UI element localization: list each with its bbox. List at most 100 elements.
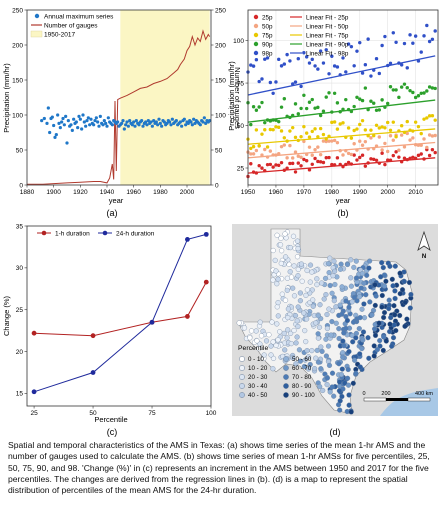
percentile-point-50p bbox=[391, 138, 395, 142]
gauge-dot bbox=[337, 266, 343, 272]
percentile-point-25p bbox=[304, 159, 309, 163]
gauge-dot bbox=[291, 263, 297, 269]
x-tick-label: 2000 bbox=[180, 189, 195, 196]
gauge-dot bbox=[345, 382, 352, 388]
percentile-point-90p bbox=[391, 88, 395, 92]
percentile-point-50p bbox=[380, 148, 384, 152]
percentile-point-90p bbox=[397, 95, 401, 100]
gauge-dot bbox=[340, 338, 346, 344]
percentile-point-90p bbox=[260, 100, 264, 105]
percentile-point-50p bbox=[402, 145, 407, 149]
panel-c-label: (c) bbox=[107, 427, 118, 437]
percentile-point-90p bbox=[282, 97, 287, 101]
change-point-1h bbox=[185, 314, 190, 319]
gauge-dot bbox=[359, 346, 365, 352]
percentile-point-75p bbox=[380, 125, 384, 129]
percentile-point-90p bbox=[405, 85, 409, 90]
gauge-dot bbox=[346, 402, 352, 408]
panel-d: N 0 200 400 km Percentile 0 - 10 10 - 20 2… bbox=[232, 224, 438, 437]
percentile-point-50p bbox=[302, 139, 306, 144]
ams-point bbox=[85, 119, 89, 123]
gauge-dot bbox=[332, 281, 338, 288]
percentile-point-75p bbox=[260, 132, 264, 136]
percentile-point-98p bbox=[352, 64, 356, 68]
gauge-dot bbox=[377, 343, 383, 349]
x-tick-label: 50 bbox=[89, 410, 97, 417]
gauge-dot bbox=[339, 284, 345, 290]
percentile-point-90p bbox=[249, 122, 253, 127]
percentile-point-90p bbox=[310, 97, 314, 102]
gauge-dot bbox=[359, 271, 365, 277]
legend-marker-1h bbox=[41, 230, 47, 236]
percentile-point-75p bbox=[291, 125, 295, 130]
ams-point bbox=[160, 124, 164, 128]
percentile-point-98p bbox=[274, 80, 278, 84]
gauge-dot bbox=[315, 313, 321, 319]
gauge-dot bbox=[324, 311, 330, 318]
percentile-point-98p bbox=[263, 57, 267, 61]
percentile-point-50p bbox=[346, 151, 351, 156]
percentile-point-98p bbox=[405, 66, 409, 70]
percentile-point-25p bbox=[427, 153, 432, 158]
ams-point bbox=[89, 117, 93, 121]
y-tick-label: 75 bbox=[237, 80, 245, 87]
gauge-dot bbox=[315, 331, 321, 337]
gauge-dot bbox=[268, 352, 274, 358]
percentile-point-75p bbox=[358, 122, 362, 127]
percentile-point-50p bbox=[310, 153, 314, 157]
panel-c-xlabel: Percentile bbox=[94, 415, 127, 424]
panel-b-frame bbox=[247, 9, 439, 186]
gauge-dot bbox=[374, 347, 380, 353]
ams-point bbox=[149, 120, 153, 124]
percentile-point-25p bbox=[296, 161, 300, 165]
ams-point bbox=[150, 124, 154, 128]
percentile-point-98p bbox=[374, 57, 379, 61]
gauge-dot bbox=[390, 335, 397, 341]
percentile-point-25p bbox=[288, 161, 292, 166]
gauge-dot bbox=[236, 320, 242, 326]
gauge-dot bbox=[327, 389, 333, 395]
percentile-point-90p bbox=[335, 101, 340, 105]
legend-class-label: 10 - 20 bbox=[248, 365, 268, 372]
percentile-point-90p bbox=[352, 104, 356, 109]
percentile-point-25p bbox=[369, 157, 373, 161]
percentile-point-90p bbox=[408, 88, 412, 93]
percentile-point-50p bbox=[288, 143, 292, 148]
percentile-point-25p bbox=[380, 151, 384, 155]
gauge-dot bbox=[306, 354, 312, 360]
change-point-24h bbox=[203, 231, 209, 237]
gauge-dot bbox=[278, 260, 284, 266]
fit-line-50p bbox=[247, 141, 436, 159]
ams-point bbox=[184, 123, 188, 127]
legend-class-label: 20 - 30 bbox=[248, 374, 268, 381]
ams-point bbox=[134, 119, 138, 123]
gauge-dot bbox=[313, 355, 319, 361]
x-tick-label: 1960 bbox=[126, 189, 141, 196]
percentile-point-50p bbox=[360, 143, 365, 147]
percentile-point-90p bbox=[307, 100, 312, 104]
percentile-point-50p bbox=[358, 139, 362, 143]
ams-point bbox=[141, 124, 145, 128]
figure-caption: Spatial and temporal characteristics of … bbox=[8, 440, 430, 496]
percentile-point-98p bbox=[296, 56, 300, 61]
percentile-point-90p bbox=[388, 85, 393, 89]
panel-a: 1880 1900 1920 1940 1960 1980 2000050100150200… bbox=[2, 7, 242, 218]
gauge-dot bbox=[327, 282, 333, 289]
percentile-point-75p bbox=[383, 126, 387, 130]
percentile-point-50p bbox=[251, 152, 256, 156]
gauge-dot bbox=[397, 270, 403, 276]
gauge-dot bbox=[352, 357, 358, 363]
percentile-point-25p bbox=[335, 156, 340, 160]
legend-marker-ams bbox=[34, 13, 40, 19]
gauge-dot bbox=[285, 306, 291, 312]
gauge-dot bbox=[381, 334, 387, 340]
percentile-point-25p bbox=[285, 166, 289, 170]
ams-point bbox=[98, 114, 102, 118]
percentile-point-50p bbox=[296, 154, 300, 158]
percentile-point-90p bbox=[257, 105, 261, 109]
x-tick-label: 1980 bbox=[325, 189, 340, 196]
percentile-point-75p bbox=[391, 120, 395, 124]
percentile-point-50p bbox=[408, 138, 412, 142]
x-tick-label: 25 bbox=[30, 410, 38, 417]
gauge-count-line bbox=[27, 29, 211, 185]
